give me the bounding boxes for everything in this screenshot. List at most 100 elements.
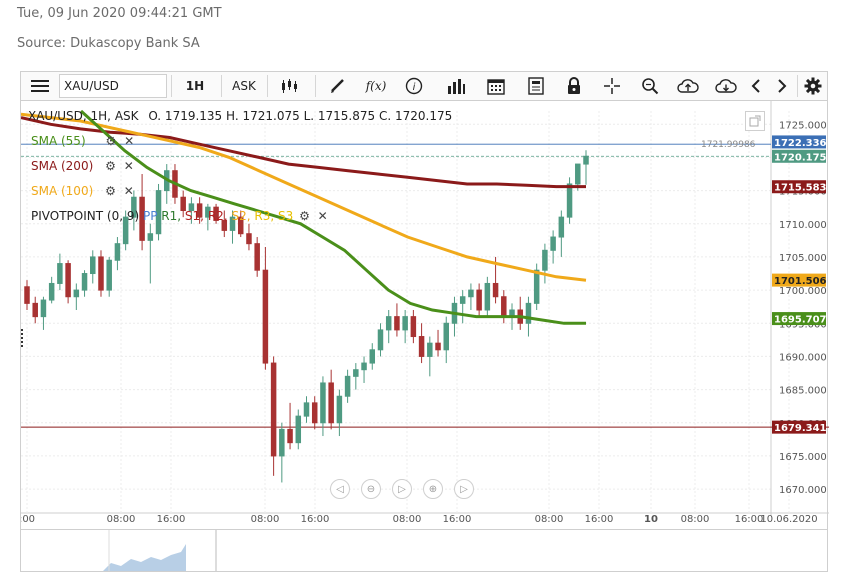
pivot-legend[interactable]: PIVOTPOINT (0, 9) PP R1, S1, R2, S2, R3,… bbox=[31, 209, 328, 223]
candle-type-icon[interactable] bbox=[273, 72, 305, 100]
separator bbox=[315, 75, 316, 97]
candle bbox=[410, 310, 417, 344]
sma200-legend[interactable]: SMA (200) ⚙ ✕ bbox=[31, 159, 134, 173]
sma55-price-tag-text: 1695.707 bbox=[774, 315, 827, 326]
news-icon[interactable] bbox=[519, 72, 553, 100]
ohlc-low: L. 1715.875 bbox=[303, 109, 376, 123]
gear-icon[interactable] bbox=[799, 72, 827, 100]
sma100-line bbox=[20, 112, 587, 282]
last-price-tag-text: 1720.175 bbox=[774, 152, 827, 163]
calendar-icon[interactable] bbox=[479, 72, 513, 100]
reset-view-icon[interactable]: ▷ bbox=[392, 479, 412, 499]
candle-body bbox=[90, 256, 96, 275]
chart-area[interactable]: 1725.0001720.0001715.0001710.0001705.000… bbox=[19, 101, 829, 541]
candle bbox=[427, 336, 433, 377]
x-tick-label: 16:00 bbox=[735, 514, 764, 525]
candle-body bbox=[81, 273, 88, 291]
sma100-legend[interactable]: SMA (100) ⚙ ✕ bbox=[31, 184, 134, 198]
candle-body bbox=[344, 375, 351, 397]
support-price-tag-bg bbox=[772, 420, 826, 434]
candle-body bbox=[106, 259, 112, 291]
scroll-left-icon[interactable]: ◁ bbox=[330, 479, 350, 499]
candle-body bbox=[468, 289, 474, 298]
cloud-download-icon[interactable] bbox=[709, 72, 743, 100]
y-tick-label: 1670.000 bbox=[779, 485, 827, 496]
close-icon[interactable]: ✕ bbox=[317, 209, 328, 223]
zoom-in-icon[interactable]: ⊕ bbox=[423, 479, 443, 499]
candle bbox=[517, 296, 523, 330]
candle bbox=[213, 203, 219, 224]
candle bbox=[262, 246, 269, 370]
hline-label: 1721.99986 bbox=[701, 140, 756, 150]
volume-bars-icon[interactable] bbox=[439, 72, 473, 100]
candle-body bbox=[402, 316, 408, 331]
pivot-r2: R2, bbox=[207, 209, 228, 223]
candle-body bbox=[229, 216, 236, 231]
x-tick-label: 08:00 bbox=[535, 514, 564, 525]
menu-icon[interactable] bbox=[25, 72, 55, 100]
sma200-label: SMA (200) bbox=[31, 159, 94, 173]
candle-body bbox=[533, 269, 540, 304]
horizontal-lines: 1721.99986 bbox=[21, 140, 829, 428]
candle bbox=[122, 210, 129, 251]
candle-body bbox=[24, 286, 30, 304]
navigator-panel[interactable] bbox=[20, 529, 828, 572]
ohlc-open: O. 1719.135 bbox=[148, 109, 223, 123]
candle bbox=[81, 270, 88, 297]
sma200-price-tag: 1715.583 bbox=[772, 180, 827, 194]
candle bbox=[418, 323, 425, 364]
instrument-selector[interactable]: XAU/USD bbox=[59, 74, 167, 98]
chevron-right-icon[interactable] bbox=[769, 72, 795, 100]
scroll-right-icon[interactable]: ▷ bbox=[454, 479, 474, 499]
sma100-price-tag-text: 1701.506 bbox=[774, 276, 827, 287]
lock-icon[interactable] bbox=[557, 72, 591, 100]
ask-price-tag: 1722.336 bbox=[772, 135, 827, 149]
zoom-icon[interactable] bbox=[633, 72, 667, 100]
candle bbox=[542, 243, 548, 284]
x-tick-label: :00 bbox=[21, 514, 35, 525]
side-selector[interactable]: ASK bbox=[232, 79, 256, 93]
x-tick-label: 16:00 bbox=[301, 514, 330, 525]
pivot-pp: PP bbox=[142, 209, 158, 223]
candle-body bbox=[303, 402, 310, 417]
moving-averages bbox=[20, 109, 587, 325]
candle bbox=[295, 409, 302, 450]
candle bbox=[114, 237, 121, 271]
sma55-legend[interactable]: SMA (55) ⚙ ✕ bbox=[31, 134, 134, 148]
candle-body bbox=[73, 289, 80, 298]
candle-body bbox=[279, 428, 285, 457]
sma55-label: SMA (55) bbox=[31, 134, 86, 148]
zoom-out-icon[interactable]: ⊖ bbox=[361, 479, 381, 499]
close-icon[interactable]: ✕ bbox=[124, 134, 135, 148]
settings-gear-icon[interactable]: ⚙ bbox=[105, 159, 116, 173]
y-tick-label: 1725.000 bbox=[779, 120, 827, 131]
fullscreen-icon[interactable] bbox=[745, 111, 765, 131]
candle bbox=[336, 389, 343, 437]
candle bbox=[451, 296, 458, 337]
period-selector[interactable]: 1H bbox=[185, 79, 205, 93]
sma55-price-tag-bg bbox=[772, 312, 826, 326]
draw-pencil-icon[interactable] bbox=[321, 72, 355, 100]
settings-gear-icon[interactable]: ⚙ bbox=[299, 209, 310, 223]
info-icon[interactable]: i bbox=[397, 72, 431, 100]
candle-body bbox=[48, 282, 55, 301]
close-icon[interactable]: ✕ bbox=[123, 184, 134, 198]
candle bbox=[303, 396, 310, 423]
candle bbox=[24, 280, 30, 310]
drag-handle[interactable] bbox=[21, 329, 26, 347]
sma100-label: SMA (100) bbox=[31, 184, 94, 198]
timestamp: Tue, 09 Jun 2020 09:44:21 GMT bbox=[17, 6, 222, 21]
crosshair-icon[interactable] bbox=[595, 72, 629, 100]
price-chart[interactable]: 1725.0001720.0001715.0001710.0001705.000… bbox=[19, 101, 829, 541]
candle bbox=[501, 290, 507, 324]
settings-gear-icon[interactable]: ⚙ bbox=[105, 134, 117, 148]
candle bbox=[353, 363, 359, 390]
candle bbox=[139, 174, 145, 251]
candle-body bbox=[542, 249, 548, 271]
close-icon[interactable]: ✕ bbox=[123, 159, 134, 173]
settings-gear-icon[interactable]: ⚙ bbox=[105, 184, 116, 198]
indicators-fx-button[interactable]: f(x) bbox=[365, 79, 387, 93]
cloud-upload-icon[interactable] bbox=[671, 72, 705, 100]
candle bbox=[196, 197, 203, 224]
chevron-left-icon[interactable] bbox=[743, 72, 769, 100]
